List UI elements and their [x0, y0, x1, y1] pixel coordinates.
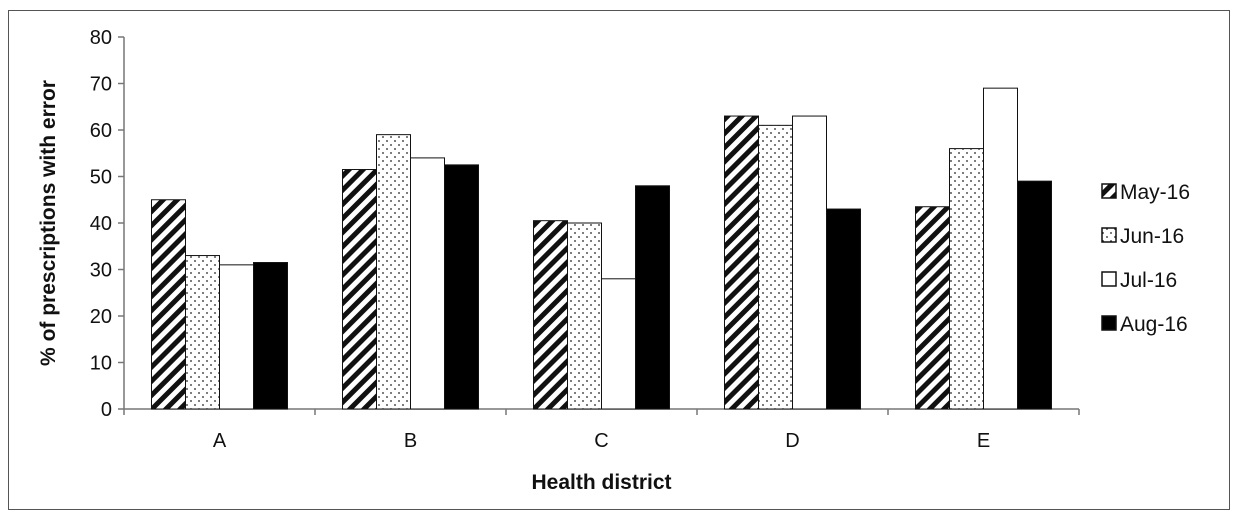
bar	[342, 169, 377, 410]
bar	[826, 208, 861, 410]
legend-label: Aug-16	[1120, 313, 1188, 336]
bar	[219, 264, 254, 410]
bar	[1017, 180, 1052, 410]
bar	[792, 115, 827, 410]
x-tick-label: B	[404, 430, 417, 452]
legend: May-16 Jun-16 Jul-16 Aug-16	[1101, 181, 1190, 336]
y-tick-labels: 0 10 20 30 40 50 60 70 80	[90, 27, 112, 421]
bar	[983, 87, 1018, 410]
y-tick-label: 70	[90, 74, 112, 96]
bar	[410, 157, 445, 410]
bar	[601, 278, 636, 410]
x-axis-title: Health district	[531, 471, 671, 494]
bar	[151, 199, 186, 410]
bars	[151, 87, 1052, 410]
bar	[567, 222, 602, 410]
y-tick-label: 0	[101, 399, 112, 421]
y-tick-label: 50	[90, 167, 112, 189]
legend-label: May-16	[1120, 181, 1190, 204]
bar	[376, 134, 411, 410]
x-tick-label: A	[213, 430, 227, 452]
legend-swatch	[1101, 315, 1117, 331]
bar	[758, 124, 793, 410]
x-tick-label: E	[977, 430, 990, 452]
x-tick-label: C	[594, 430, 608, 452]
bar	[724, 115, 759, 410]
y-tick-label: 30	[90, 260, 112, 282]
legend-label: Jun-16	[1120, 225, 1184, 248]
y-tick-label: 80	[90, 27, 112, 49]
x-tick-label: D	[785, 430, 799, 452]
legend-swatch	[1101, 271, 1117, 287]
y-axis-title: % of prescriptions with error	[37, 80, 60, 366]
bar	[949, 148, 984, 410]
bar	[915, 206, 950, 410]
bar	[185, 255, 220, 410]
bar	[635, 185, 670, 410]
bar	[444, 164, 479, 410]
legend-label: Jul-16	[1120, 269, 1177, 292]
legend-swatch	[1101, 227, 1117, 243]
y-tick-label: 40	[90, 213, 112, 235]
bar	[533, 220, 568, 410]
bar	[253, 262, 288, 410]
y-tick-label: 60	[90, 120, 112, 142]
y-tick-label: 10	[90, 353, 112, 375]
x-tick-labels: A B C D E	[213, 430, 990, 452]
legend-swatch	[1101, 183, 1117, 199]
y-tick-label: 20	[90, 306, 112, 328]
